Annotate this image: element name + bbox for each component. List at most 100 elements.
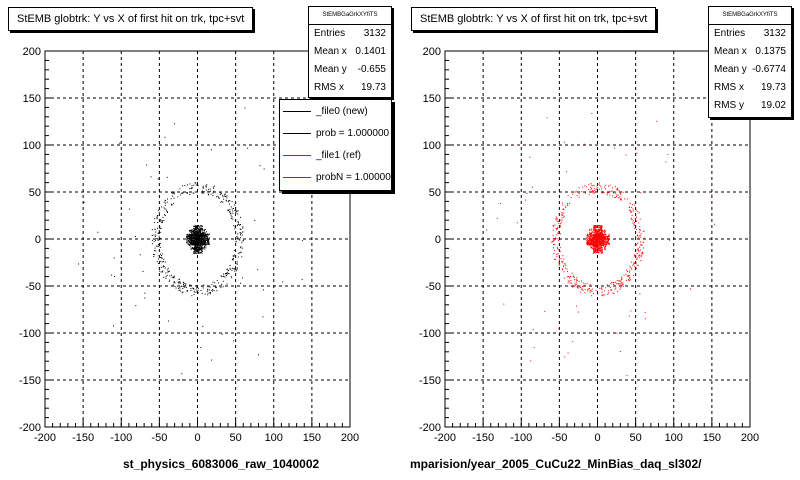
data-point xyxy=(195,234,197,236)
data-point xyxy=(599,229,601,231)
data-point xyxy=(198,232,200,234)
data-point xyxy=(610,283,612,285)
data-point xyxy=(158,255,160,257)
data-point xyxy=(586,237,588,239)
data-point xyxy=(631,211,633,213)
data-point xyxy=(182,283,184,285)
data-point xyxy=(525,199,527,201)
data-point xyxy=(222,280,224,282)
data-point xyxy=(578,280,580,282)
data-point xyxy=(154,254,156,256)
data-point xyxy=(197,246,199,248)
data-point xyxy=(637,249,639,251)
data-point xyxy=(199,249,201,251)
data-point xyxy=(196,252,198,254)
data-point xyxy=(635,255,637,257)
x-tick-label: -150 xyxy=(72,432,94,444)
data-point xyxy=(601,291,603,293)
data-point xyxy=(198,228,200,230)
data-point xyxy=(607,185,609,187)
data-point xyxy=(607,238,609,240)
data-point xyxy=(598,237,600,239)
data-point xyxy=(552,234,554,236)
data-point xyxy=(254,219,256,221)
data-point xyxy=(241,234,243,236)
left-plot-title: StEMB globtrk: Y vs X of first hit on tr… xyxy=(8,7,254,31)
data-point xyxy=(193,293,195,295)
data-point xyxy=(174,191,176,193)
data-point xyxy=(607,239,609,241)
data-point xyxy=(600,240,602,242)
data-point xyxy=(184,286,186,288)
data-point xyxy=(195,240,197,242)
legend-line-red xyxy=(283,154,311,156)
data-point xyxy=(187,239,189,241)
data-point xyxy=(597,236,599,238)
data-point xyxy=(626,375,628,377)
data-point xyxy=(207,286,209,288)
data-point xyxy=(638,222,640,224)
data-point xyxy=(207,241,209,243)
data-point xyxy=(197,242,199,244)
data-point xyxy=(594,226,596,228)
data-point xyxy=(596,239,598,241)
data-point xyxy=(193,288,195,290)
data-point xyxy=(200,248,202,250)
data-point xyxy=(190,239,192,241)
data-point xyxy=(592,239,594,241)
data-point xyxy=(200,233,202,235)
data-point xyxy=(206,242,208,244)
data-point xyxy=(224,276,226,278)
data-point xyxy=(584,192,586,194)
data-point xyxy=(590,243,592,245)
data-point xyxy=(196,243,198,245)
data-point xyxy=(227,209,229,211)
data-point xyxy=(262,289,264,291)
data-point xyxy=(227,209,229,211)
data-point xyxy=(599,238,601,240)
data-point xyxy=(600,244,602,246)
data-point xyxy=(558,259,560,261)
data-point xyxy=(592,238,594,240)
data-point xyxy=(169,279,171,281)
data-point xyxy=(636,234,638,236)
data-point xyxy=(194,182,196,184)
data-point xyxy=(201,226,203,228)
data-point xyxy=(558,248,560,250)
data-point xyxy=(153,241,155,243)
data-point xyxy=(588,287,590,289)
data-point xyxy=(608,242,610,244)
data-point xyxy=(198,251,200,253)
data-point xyxy=(630,211,632,213)
data-point xyxy=(503,303,505,305)
data-point xyxy=(159,244,161,246)
data-point xyxy=(206,234,208,236)
data-point xyxy=(633,263,635,265)
data-point xyxy=(172,203,174,205)
data-point xyxy=(139,254,141,256)
data-point xyxy=(578,187,580,189)
data-point xyxy=(201,192,203,194)
data-point xyxy=(639,218,641,220)
data-point xyxy=(194,233,196,235)
data-point xyxy=(601,229,603,231)
data-point xyxy=(607,293,609,295)
data-point xyxy=(153,256,155,258)
data-point xyxy=(604,243,606,245)
data-point xyxy=(220,275,222,277)
data-point xyxy=(206,290,208,292)
data-point xyxy=(192,242,194,244)
data-point xyxy=(597,229,599,231)
left-stats-row: Mean y -0.655 xyxy=(314,64,386,75)
data-point xyxy=(580,288,582,290)
data-point xyxy=(616,195,618,197)
data-point xyxy=(594,242,596,244)
legend-line-red xyxy=(283,176,311,178)
data-point xyxy=(592,252,594,254)
data-point xyxy=(637,248,639,250)
data-point xyxy=(598,236,600,238)
data-point xyxy=(592,192,594,194)
data-point xyxy=(619,288,621,290)
data-point xyxy=(552,240,554,242)
data-point xyxy=(196,233,198,235)
